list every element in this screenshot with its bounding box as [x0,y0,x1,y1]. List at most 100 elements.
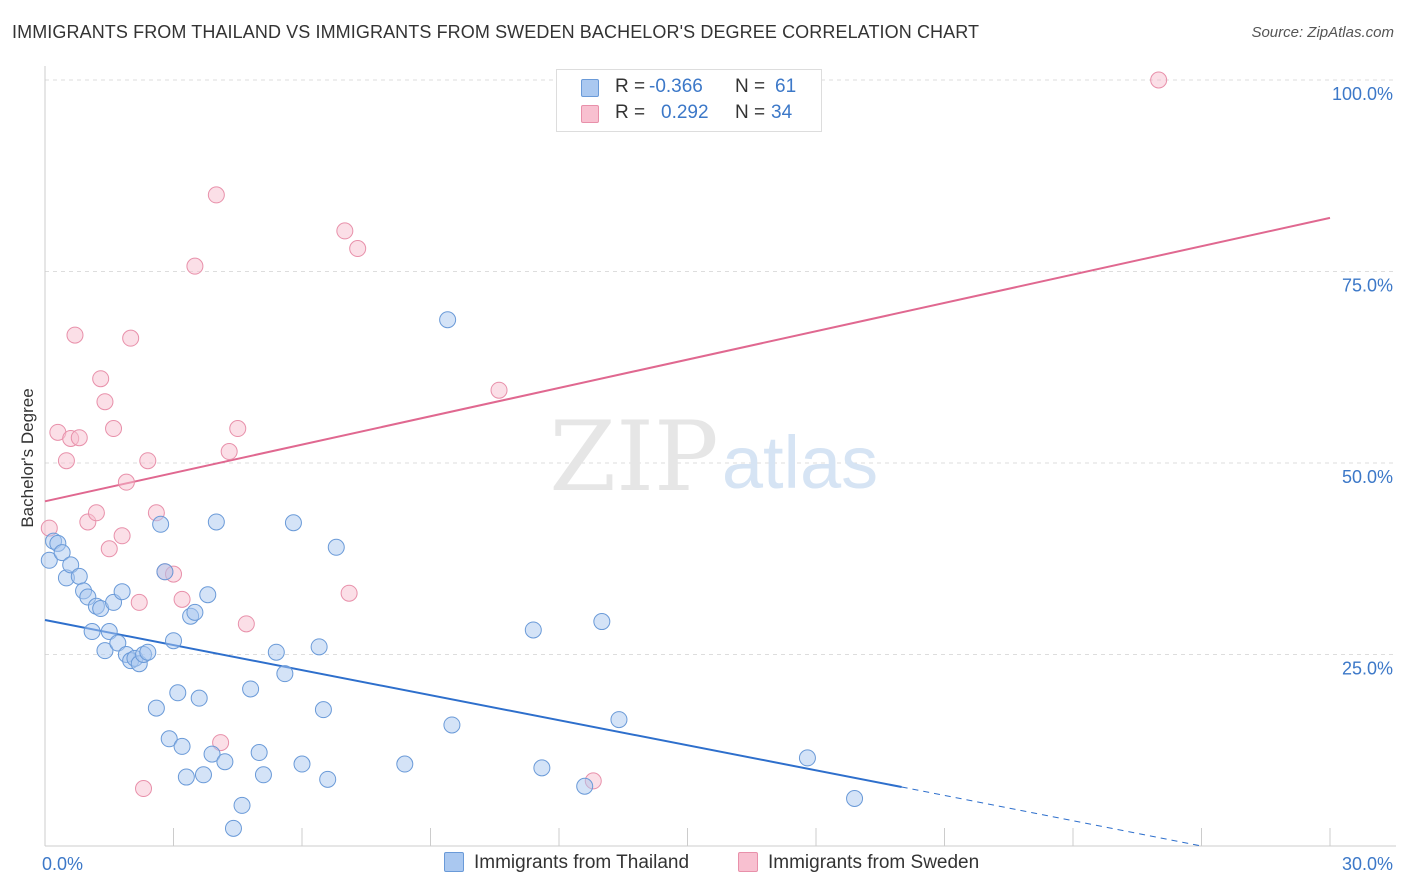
legend-item-thailand: Immigrants from Thailand [444,852,689,874]
legend-n-label: N = [735,76,766,97]
thailand-data-point [152,515,170,533]
thailand-data-point [233,796,251,814]
legend-item-sweden: Immigrants from Sweden [738,852,979,874]
correlation-legend: R = -0.366 N = 61 R = 0.292 N = 34 [556,69,822,132]
thailand-data-point [533,759,551,777]
sweden-data-point [207,186,225,204]
thailand-data-point [40,551,58,569]
y-axis-label: Bachelor's Degree [18,388,37,528]
sweden-data-point [87,504,105,522]
thailand-data-point [576,777,594,795]
thailand-data-point [310,638,328,656]
thailand-data-point [254,766,272,784]
sweden-data-point [186,257,204,275]
thailand-data-point [203,745,221,763]
thailand-data-point [216,753,234,771]
thailand-data-point [62,556,80,574]
thailand-data-point [169,684,187,702]
sweden-data-point [173,590,191,608]
thailand-data-point [314,701,332,719]
grid-lines [45,79,1396,655]
x-tick-label: 0.0% [42,854,83,874]
watermark-zip: ZIP [549,401,718,513]
thailand-data-point [70,567,88,585]
legend-r-label: R = [615,102,646,123]
sweden-data-point [66,326,84,344]
sweden-data-point [237,615,255,633]
chart-title: IMMIGRANTS FROM THAILAND VS IMMIGRANTS F… [12,22,980,42]
sweden-data-point [220,443,238,461]
sweden-data-point [92,370,110,388]
y-tick-label: 100.0% [1332,84,1393,104]
sweden-data-point [139,452,157,470]
sweden-data-point [113,527,131,545]
sweden-data-point [229,420,247,438]
trend-lines [44,216,1331,847]
sweden-data-point [96,393,114,411]
x-tick-label: 30.0% [1342,854,1393,874]
thailand-data-point [439,311,457,329]
thailand-swatch [581,79,599,97]
thailand-data-point [327,538,345,556]
watermark-atlas: atlas [722,421,878,504]
thailand-data-point [190,689,208,707]
sweden-data-point [70,429,88,447]
y-tick-label: 25.0% [1342,659,1393,679]
sweden-trend-line [44,216,1331,503]
thailand-data-point [100,623,118,641]
thailand-data-point [293,755,311,773]
thailand-data-point [156,563,174,581]
source-label: Source: ZipAtlas.com [1251,24,1394,41]
thailand-data-point [242,680,260,698]
y-tick-label: 75.0% [1342,276,1393,296]
sweden-data-point [100,540,118,558]
series-thailand-points [40,311,864,837]
legend-r-value: -0.366 [649,76,703,97]
thailand-data-point [96,642,114,660]
sweden-data-point [57,452,75,470]
legend-n-label: N = [735,102,766,123]
legend-r-value: 0.292 [661,102,709,123]
thailand-data-point [250,744,268,762]
thailand-data-point [593,613,611,631]
sweden-data-point [135,780,153,798]
sweden-swatch [581,105,599,123]
sweden-data-point [130,593,148,611]
thailand-data-point [53,544,71,562]
tick-labels: 25.0% 50.0% 75.0% 100.0% 0.0% 30.0% [42,84,1393,874]
sweden-data-point [117,473,135,491]
thailand-data-point [798,749,816,767]
thailand-data-point [443,716,461,734]
sweden-data-point [105,420,123,438]
thailand-data-point [139,643,157,661]
sweden-data-point [336,222,354,240]
thailand-data-point [199,586,217,604]
thailand-data-point [165,632,182,650]
axes [44,66,1396,847]
thailand-data-point [610,711,628,729]
thailand-data-point [267,643,285,661]
legend-n-value: 34 [771,102,793,123]
thailand-data-point [113,583,131,601]
thailand-data-point [846,790,864,808]
thailand-data-point [319,770,337,788]
thailand-data-point [194,766,212,784]
legend-r-label: R = [615,76,646,97]
thailand-data-point [160,730,178,748]
thailand-data-point [147,699,165,717]
thailand-data-point [396,755,414,773]
sweden-data-point [1150,71,1168,89]
thailand-trend-extension [901,786,1202,847]
sweden-data-point [490,381,508,399]
sweden-data-point [122,329,140,347]
thailand-data-point [224,819,242,837]
thailand-trend-line [44,619,902,788]
thailand-data-point [186,603,204,621]
thailand-data-point [173,737,191,755]
legend-n-value: 61 [775,76,797,97]
thailand-data-point [284,514,302,532]
thailand-data-point [109,634,127,652]
sweden-legend-swatch [738,852,758,872]
thailand-data-point [276,665,294,683]
